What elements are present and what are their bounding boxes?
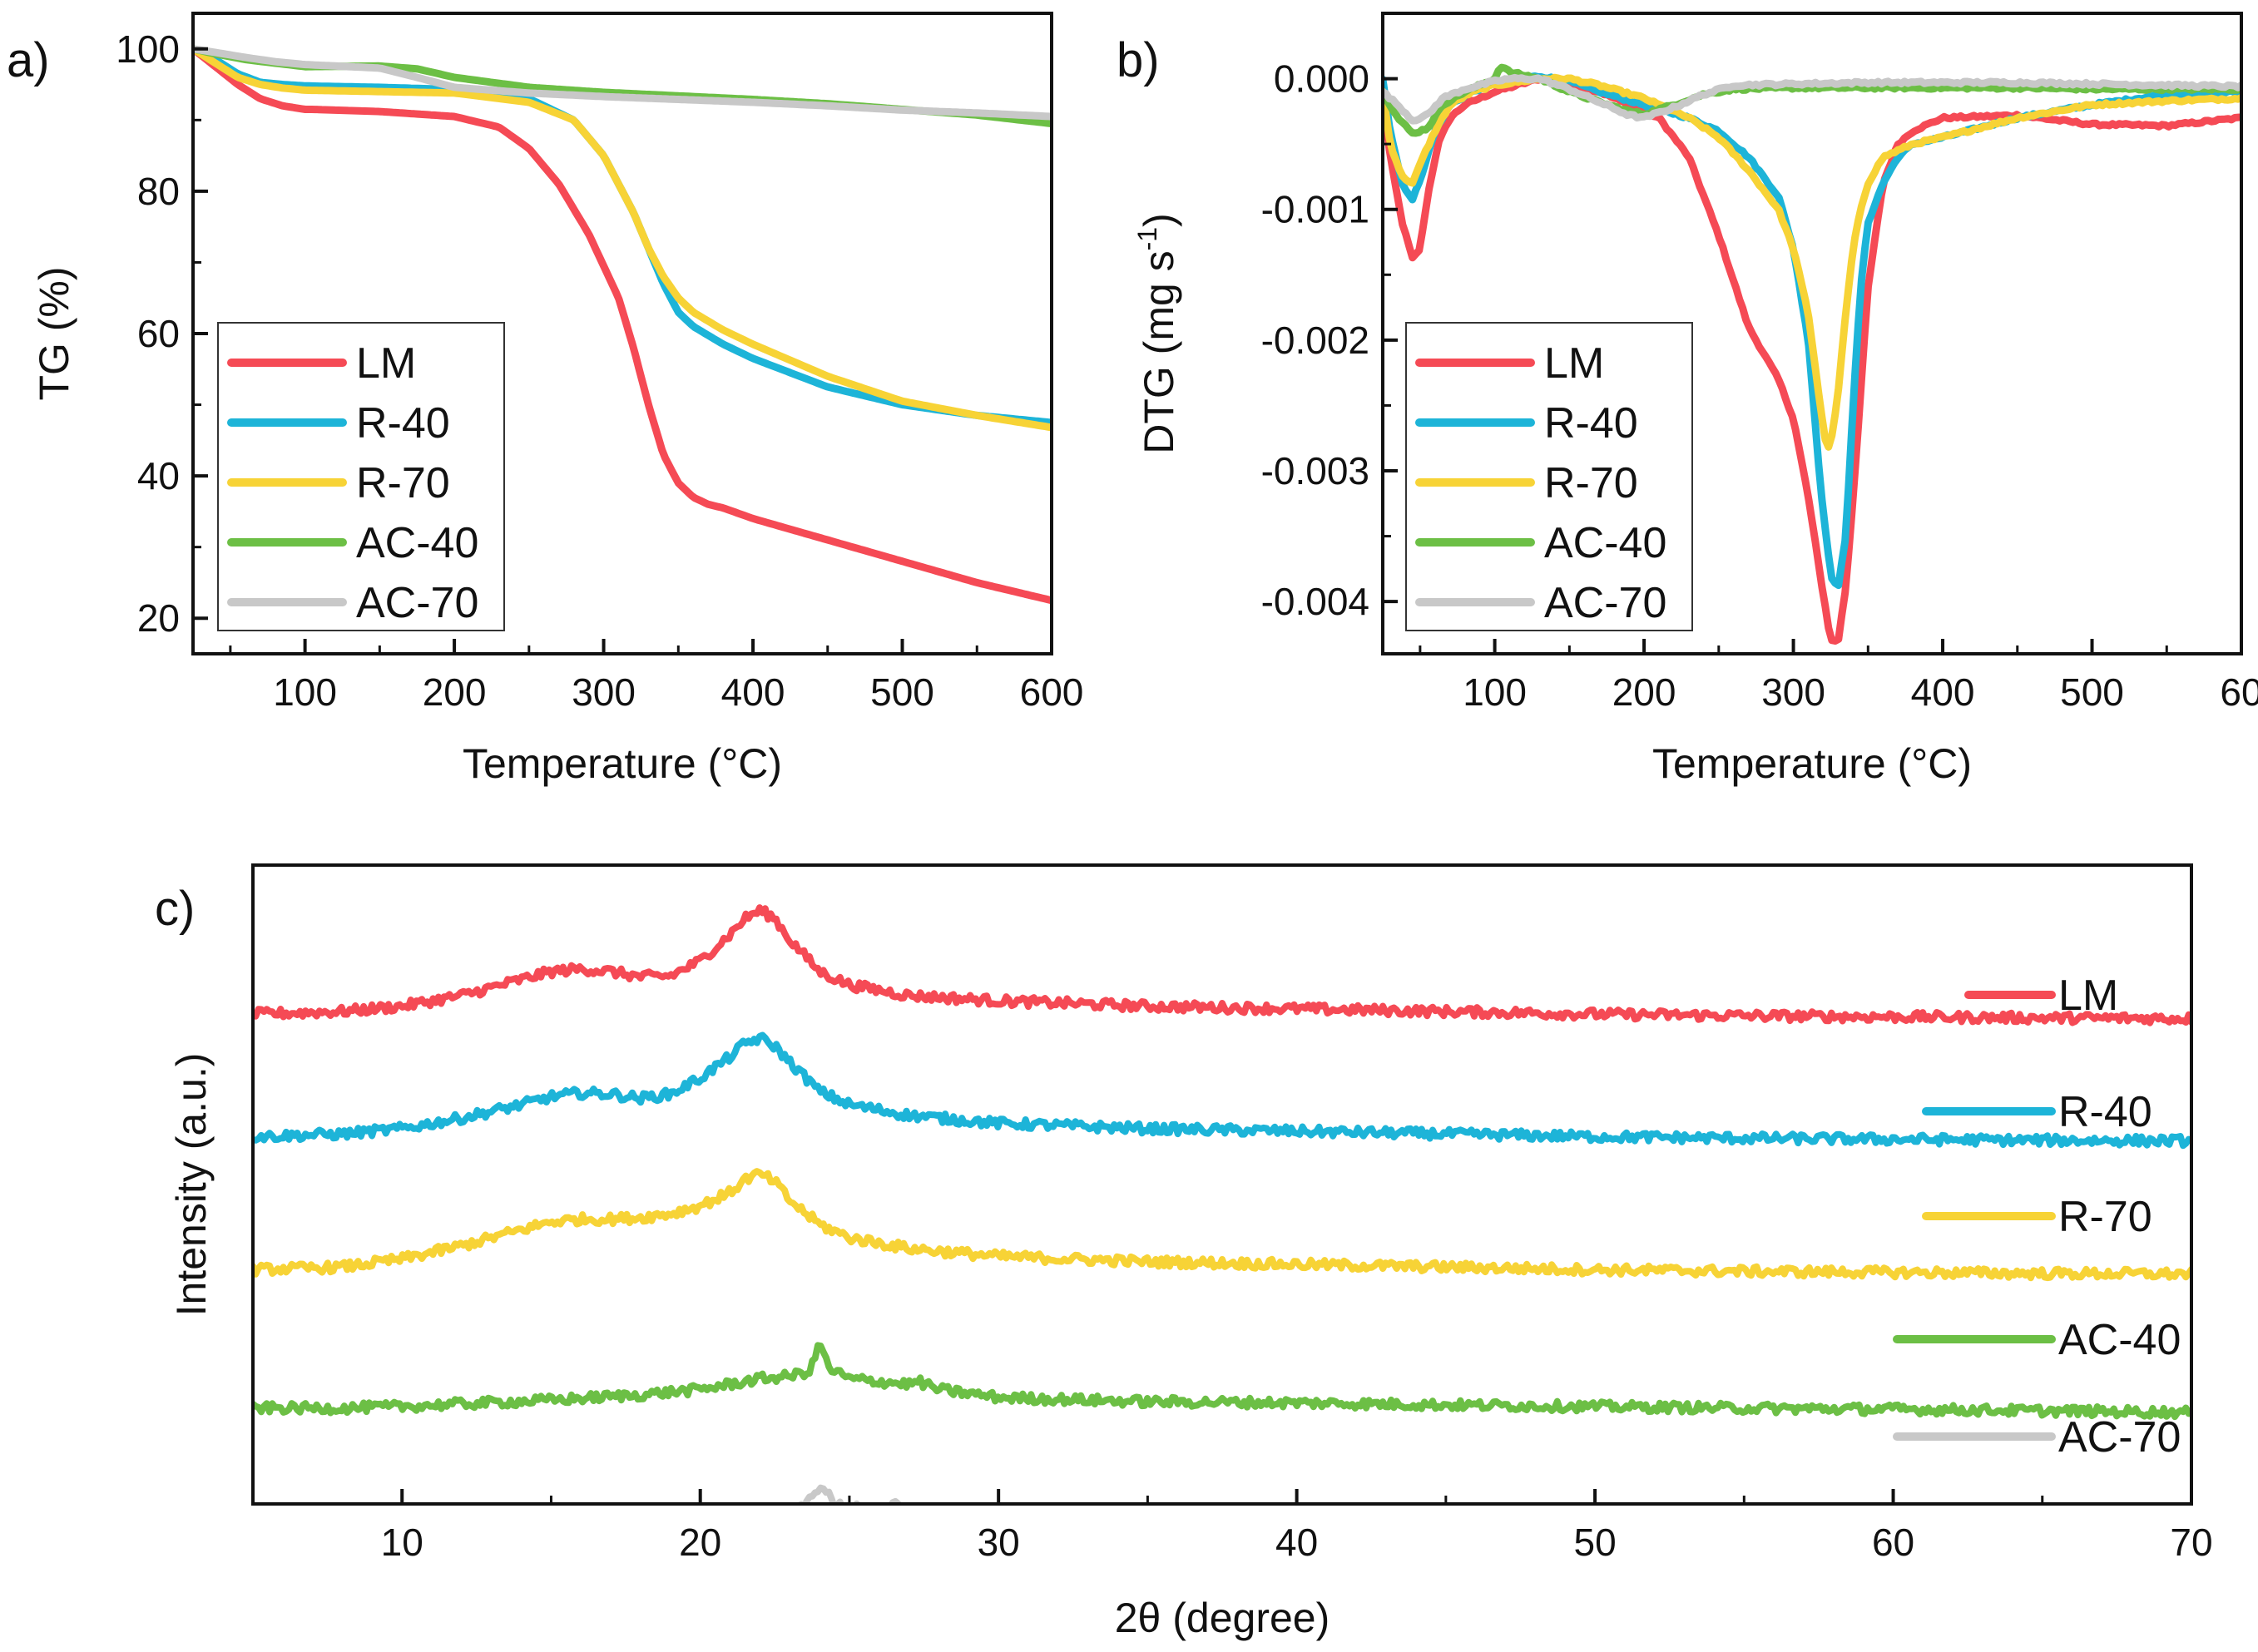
panel-c-legend-label-ac-70: AC-70 [2058, 1413, 2181, 1462]
panel-b-xtick-label: 300 [1761, 670, 1825, 714]
panel-b-label: b) [1117, 33, 1160, 87]
panel-a-xtick-label: 400 [721, 670, 785, 714]
panel-a-legend-label-ac-40: AC-40 [356, 519, 478, 567]
panel-a-ytick-label: 100 [116, 27, 180, 71]
panel-c-xlabel: 2θ (degree) [1115, 1595, 1330, 1641]
panel-b-ytick-label: 0.000 [1274, 57, 1369, 101]
panel-b-legend-label-r-70: R-70 [1544, 459, 1638, 507]
panel-a-xlabel: Temperature (°C) [463, 740, 782, 787]
panel-a-ytick-label: 60 [137, 312, 180, 355]
panel-b-ytick-label: -0.004 [1261, 580, 1369, 623]
panel-b-ytick-label: -0.002 [1261, 319, 1369, 362]
panel-c-series-r-40 [253, 1031, 2191, 1150]
panel-b-legend: LM R-40 R-70 AC-40 AC-70 [1405, 322, 1693, 631]
panel-a-series [193, 45, 1052, 605]
panel-b-legend-label-lm: LM [1544, 339, 1604, 388]
panel-a-ytick-label: 80 [137, 170, 180, 213]
panel-c-xtick-label: 30 [978, 1521, 1020, 1564]
panel-a-ytick-label: 40 [137, 454, 180, 497]
panel-b-frame [1381, 12, 2243, 655]
panel-c-xtick-label: 70 [2170, 1521, 2212, 1564]
panel-a-legend-label-ac-70: AC-70 [356, 579, 478, 627]
panel-b-xtick-label: 60 [2220, 670, 2258, 714]
panel-a-legend-label-r-70: R-70 [356, 459, 450, 507]
panel-b-legend-box [1405, 322, 1693, 631]
panel-b-xlabel: Temperature (°C) [1652, 740, 1972, 787]
panel-b-ytick-label: -0.001 [1261, 188, 1369, 231]
panel-c-xtick-label: 40 [1275, 1521, 1318, 1564]
panel-b-ylabel-main: DTG (mg s [1136, 250, 1182, 453]
panel-c-ylabel: Intensity (a.u.) [168, 1053, 215, 1317]
panel-b-ylabel-sup: -1 [1132, 227, 1162, 250]
panel-b-xtick-label: 100 [1463, 670, 1527, 714]
panel-b-legend-label-ac-40: AC-40 [1544, 519, 1666, 567]
panel-a-xtick-label: 300 [572, 670, 636, 714]
panel-a-xtick-label: 600 [1020, 670, 1084, 714]
panel-a-legend-label-lm: LM [356, 339, 416, 388]
panel-a-legend-box [217, 322, 505, 631]
panel-a-xtick-label: 200 [423, 670, 487, 714]
panel-a-series-r-70 [193, 45, 1052, 432]
panel-b-ticks: 100 200 300 400 500 60 0.000 -0.001 -0.002 -0.003… [1261, 57, 2258, 714]
panel-c-xtick-label: 10 [381, 1521, 423, 1564]
panel-b-ytick-label: -0.003 [1261, 449, 1369, 492]
panel-c-legend-label-ac-40: AC-40 [2058, 1316, 2181, 1364]
panel-c-series-r-70 [253, 1168, 2191, 1282]
panel-a-xtick-label: 500 [870, 670, 934, 714]
panel-a-series-lm [193, 45, 1052, 605]
panel-a-ticks: 100 200 300 400 500 600 20 40 60 80 100 [116, 27, 1083, 714]
panel-a-ytick-label: 20 [137, 596, 180, 640]
panel-b-xtick-label: 500 [2060, 670, 2124, 714]
panel-c-ticks: 10 20 30 40 50 60 70 [381, 1489, 2213, 1564]
panel-c-series-lm [253, 904, 2191, 1026]
panel-c-legend-label-lm: LM [2058, 972, 2118, 1020]
panel-b-dtg-chart: b) 100 200 300 400 500 60 0.000 -0.001 -0.002 -0.… [1117, 12, 2258, 787]
panel-a-legend: LM R-40 R-70 AC-40 AC-70 [217, 322, 505, 631]
panel-c-series [253, 904, 2191, 1504]
panel-a-legend-label-r-40: R-40 [356, 399, 450, 448]
panel-c-xtick-label: 60 [1872, 1521, 1914, 1564]
panel-b-ylabel: DTG (mg s-1) [1132, 213, 1182, 454]
panel-b-ylabel-close: ) [1136, 213, 1182, 227]
panel-b-series-ac-70 [1383, 73, 2241, 125]
panel-c-legend-label-r-40: R-40 [2058, 1088, 2152, 1136]
panel-a-label: a) [7, 33, 50, 87]
panel-c-xtick-label: 50 [1573, 1521, 1616, 1564]
panel-c-label: c) [155, 882, 195, 936]
panel-c-legend-label-r-70: R-70 [2058, 1193, 2152, 1241]
panel-c-xrd-chart: c) 10 20 30 40 50 60 70 2θ (degree) Intensity … [155, 863, 2213, 1641]
panel-c-series-ac-40 [253, 1342, 2191, 1421]
panel-c-xtick-label: 20 [679, 1521, 721, 1564]
panel-b-xtick-label: 200 [1612, 670, 1676, 714]
panel-b-xtick-label: 400 [1911, 670, 1975, 714]
panel-b-legend-label-r-40: R-40 [1544, 399, 1638, 448]
panel-a-series-ac-70 [193, 45, 1052, 121]
panel-b-series [1383, 63, 2241, 645]
panel-a-tg-chart: a) 100 200 300 400 500 600 20 40 60 80 100 Tempera… [7, 12, 1083, 787]
panel-c-legend: LM R-40 R-70 AC-40 AC-70 [1893, 972, 2181, 1462]
panel-c-frame [251, 863, 2193, 1506]
panel-b-legend-label-ac-70: AC-70 [1544, 579, 1666, 627]
panel-a-ylabel: TG (%) [31, 266, 77, 400]
panel-a-xtick-label: 100 [273, 670, 337, 714]
